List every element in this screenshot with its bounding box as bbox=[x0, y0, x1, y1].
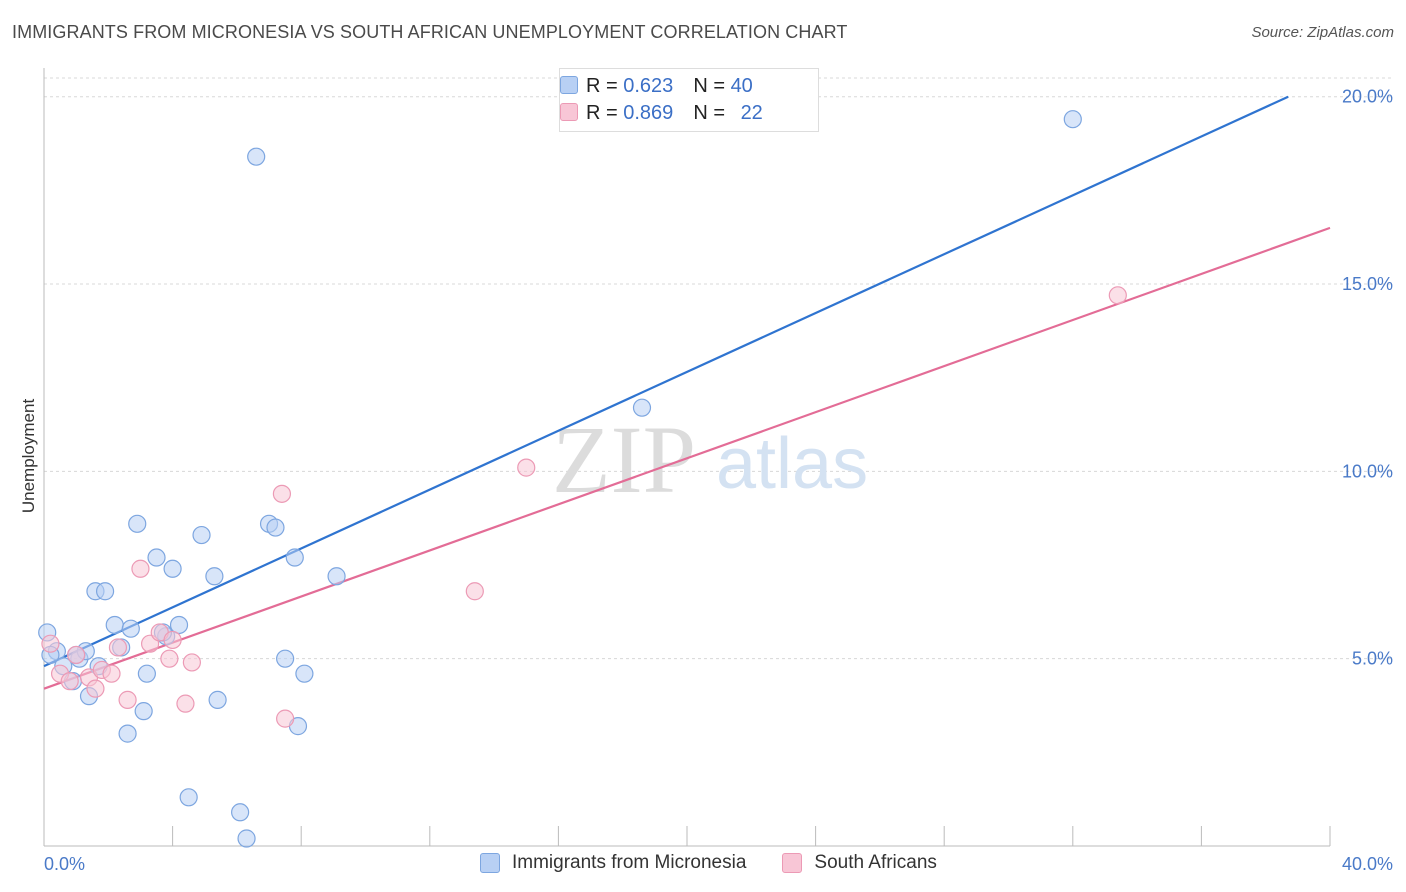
micronesia-point bbox=[276, 649, 295, 668]
south-africans-point bbox=[108, 638, 128, 657]
south-africans-point bbox=[41, 634, 60, 653]
micronesia-point bbox=[179, 788, 198, 807]
south-africans-point bbox=[102, 664, 121, 683]
stats-swatch-blue bbox=[560, 76, 578, 94]
x-tick-label: 40.0% bbox=[1342, 854, 1393, 874]
chart-title: IMMIGRANTS FROM MICRONESIA VS SOUTH AFRI… bbox=[12, 22, 848, 42]
stats-row-micronesia: R = 0.623 N = 40 bbox=[560, 73, 753, 99]
micronesia-point bbox=[137, 664, 156, 683]
south-africans-point bbox=[131, 559, 150, 578]
grid-layer bbox=[44, 77, 1394, 660]
south-africans-point bbox=[465, 582, 484, 601]
micronesia-point bbox=[327, 567, 346, 586]
axis-layer: 5.0% 10.0% 15.0% 20.0% 0.0% 40.0% bbox=[43, 68, 1393, 874]
stats-n-label: N = bbox=[693, 74, 731, 97]
micronesia-point bbox=[169, 615, 189, 635]
watermark: ZIP atlas bbox=[552, 406, 868, 513]
y-tick-label: 20.0% bbox=[1342, 87, 1393, 107]
y-axis-label: Unemployment bbox=[19, 399, 38, 514]
south-africans-point bbox=[176, 694, 195, 713]
south-africans-point bbox=[67, 645, 86, 665]
micronesia-point bbox=[208, 690, 227, 709]
legend-swatch-blue bbox=[480, 853, 500, 873]
micronesia-point bbox=[192, 525, 211, 545]
micronesia-point bbox=[266, 518, 285, 537]
south-africans-point bbox=[517, 458, 536, 477]
legend-label-micronesia: Immigrants from Micronesia bbox=[512, 852, 747, 873]
micronesia-point bbox=[632, 398, 652, 417]
x-tick-label: 0.0% bbox=[44, 854, 85, 874]
stats-n-value: 22 bbox=[740, 101, 763, 124]
micronesia-trend-line bbox=[43, 95, 1289, 668]
micronesia-point bbox=[247, 147, 266, 166]
y-tick-label: 5.0% bbox=[1352, 649, 1393, 669]
watermark-atlas: atlas bbox=[716, 424, 868, 504]
micronesia-point bbox=[105, 615, 124, 635]
south-africans-point bbox=[86, 679, 105, 698]
south-africans-point bbox=[272, 484, 292, 503]
y-tick-label: 15.0% bbox=[1342, 274, 1393, 294]
legend-item-micronesia: Immigrants from Micronesia bbox=[480, 852, 746, 874]
stats-r-label: R = bbox=[586, 101, 624, 124]
stats-n-value: 40 bbox=[730, 74, 753, 97]
micronesia-point bbox=[95, 582, 115, 601]
stats-r-label: R = bbox=[586, 74, 624, 97]
stats-legend: R = 0.623 N = 40 R = 0.869 N = 22 bbox=[559, 68, 819, 132]
chart-source: Source: ZipAtlas.com bbox=[1251, 24, 1394, 41]
micronesia-point bbox=[163, 559, 182, 578]
watermark-zip: ZIP bbox=[552, 406, 696, 513]
micronesia-point bbox=[1063, 110, 1082, 129]
micronesia-point bbox=[285, 548, 304, 567]
points-layer bbox=[38, 110, 1127, 848]
micronesia-point bbox=[205, 567, 224, 586]
micronesia-point bbox=[121, 619, 140, 638]
south-africans-point bbox=[160, 649, 179, 668]
y-tick-label: 10.0% bbox=[1342, 461, 1393, 481]
stats-swatch-pink bbox=[560, 103, 578, 121]
trend-layer bbox=[43, 95, 1331, 690]
micronesia-point bbox=[237, 829, 256, 848]
south-africans-point bbox=[60, 672, 79, 691]
micronesia-point bbox=[231, 803, 250, 822]
south-africans-point bbox=[182, 653, 201, 672]
stats-r-value: 0.869 bbox=[623, 101, 674, 124]
stats-n-label: N = bbox=[693, 101, 731, 124]
legend-swatch-pink bbox=[782, 853, 803, 873]
south-africans-point bbox=[163, 630, 182, 650]
stats-row-south-africans: R = 0.869 N = 22 bbox=[560, 100, 763, 126]
micronesia-point bbox=[147, 548, 166, 567]
micronesia-point bbox=[118, 724, 137, 743]
legend-item-south-africans: South Africans bbox=[782, 852, 937, 874]
legend-label-south-africans: South Africans bbox=[814, 852, 937, 873]
south-africans-point bbox=[276, 709, 295, 728]
south-africans-trend-line bbox=[43, 226, 1331, 690]
bottom-legend: Immigrants from Micronesia South African… bbox=[480, 852, 973, 874]
micronesia-point bbox=[128, 514, 147, 533]
micronesia-point bbox=[295, 664, 314, 683]
micronesia-point bbox=[134, 702, 153, 721]
stats-r-value: 0.623 bbox=[623, 74, 674, 97]
south-africans-point bbox=[1108, 286, 1127, 305]
south-africans-point bbox=[118, 690, 137, 709]
